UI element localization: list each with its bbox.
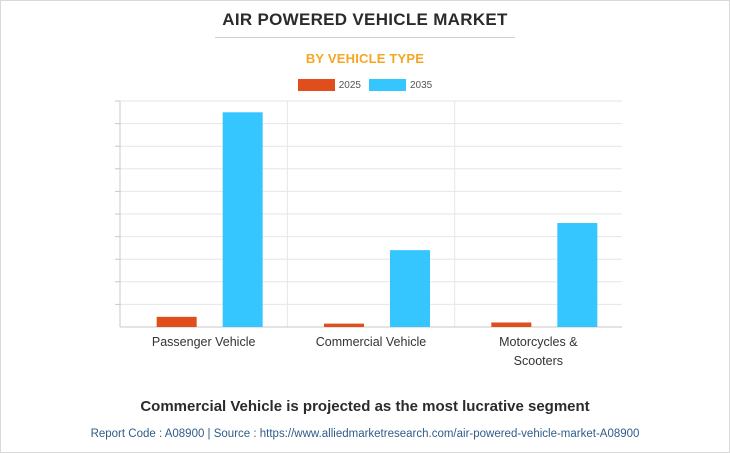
legend-label-2035: 2035 <box>410 79 433 91</box>
report-source[interactable]: Report Code : A08900 | Source : https://… <box>90 428 640 440</box>
bar-2035-0 <box>222 112 263 327</box>
bar-2025-1 <box>324 323 364 327</box>
chart-legend: 2025 2035 <box>0 79 730 91</box>
legend-label-2025: 2025 <box>338 79 361 91</box>
x-tick-label: Commercial Vehicle <box>316 335 427 349</box>
legend-item-2025[interactable]: 2025 <box>297 79 361 91</box>
legend-item-2035[interactable]: 2035 <box>369 79 432 91</box>
bar-2025-2 <box>491 322 532 327</box>
x-tick-label: Passenger Vehicle <box>152 335 256 349</box>
legend-swatch-2035 <box>369 79 406 91</box>
chart-subtitle: BY VEHICLE TYPE <box>305 51 425 66</box>
legend-swatch-2025 <box>297 79 335 91</box>
title-divider <box>215 37 515 38</box>
chart-title: AIR POWERED VEHICLE MARKET <box>222 10 508 29</box>
bar-2025-0 <box>156 316 197 327</box>
x-tick-label: Motorcycles & <box>499 335 578 349</box>
lucrative-segment-note: Commercial Vehicle is projected as the m… <box>140 398 590 415</box>
x-tick-label: Scooters <box>514 354 563 368</box>
bar-2035-1 <box>390 250 430 327</box>
bar-2035-2 <box>557 223 598 327</box>
